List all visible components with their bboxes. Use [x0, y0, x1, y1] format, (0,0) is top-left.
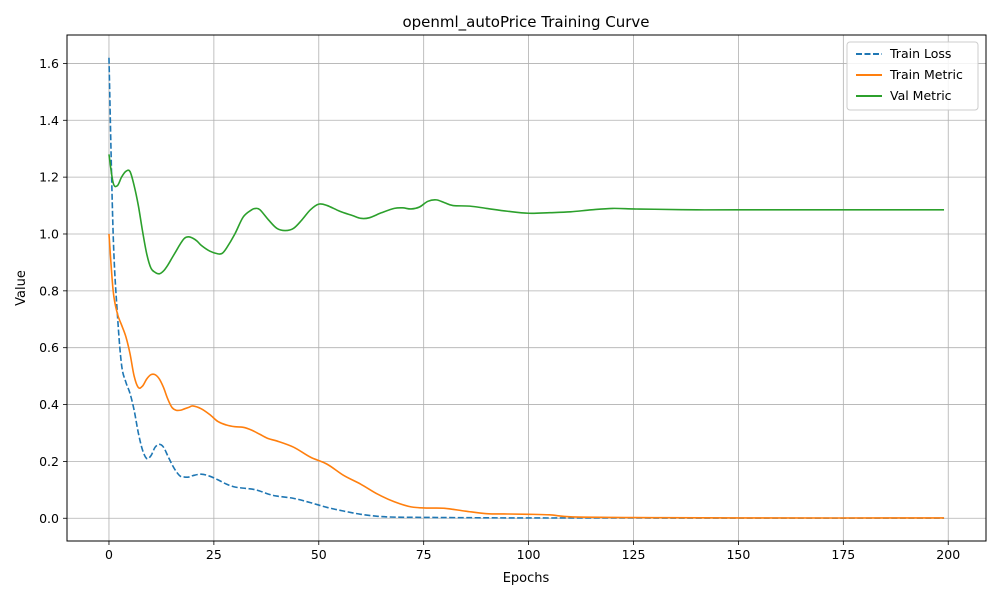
- x-tick-label: 75: [416, 547, 432, 562]
- series-line-train-metric: [108, 233, 945, 519]
- x-tick-label: 150: [726, 547, 750, 562]
- legend: Train Loss Train Metric Val Metric: [846, 41, 979, 111]
- y-tick-label: 0.8: [39, 283, 59, 298]
- x-tick-label: 100: [517, 547, 541, 562]
- legend-label-train-metric: Train Metric: [889, 67, 963, 82]
- y-tick-label: 0.0: [39, 511, 59, 526]
- y-tick-label: 1.6: [39, 56, 59, 71]
- legend-box: [846, 41, 979, 111]
- y-tick-label: 1.0: [39, 226, 59, 241]
- y-tick-label: 0.2: [39, 454, 59, 469]
- x-axis-label: Epochs: [503, 571, 550, 586]
- x-tick-label: 125: [622, 547, 646, 562]
- y-tick-label: 1.4: [39, 113, 59, 128]
- y-tick-label: 1.2: [39, 170, 59, 185]
- y-tick-label: 0.6: [39, 340, 59, 355]
- chart-title: openml_autoPrice Training Curve: [402, 13, 649, 32]
- y-axis-label: Value: [14, 270, 29, 306]
- x-tick-label: 25: [206, 547, 222, 562]
- y-tick-label: 0.4: [39, 397, 59, 412]
- x-tick-label: 0: [105, 547, 113, 562]
- legend-label-train-loss: Train Loss: [889, 46, 951, 61]
- series-line-train-loss: [108, 57, 945, 519]
- x-tick-label: 50: [311, 547, 327, 562]
- x-tick-label: 200: [936, 547, 960, 562]
- series-lines: [108, 57, 945, 519]
- series-line-val-metric: [108, 154, 945, 275]
- axis-ticks: 0 25 50 75 100 125 150 175 200 0.0 0.2 0.4 0.6 0.8 1.0…: [39, 56, 960, 562]
- legend-label-val-metric: Val Metric: [890, 88, 952, 103]
- x-tick-label: 175: [831, 547, 855, 562]
- plot-frame: [66, 34, 987, 542]
